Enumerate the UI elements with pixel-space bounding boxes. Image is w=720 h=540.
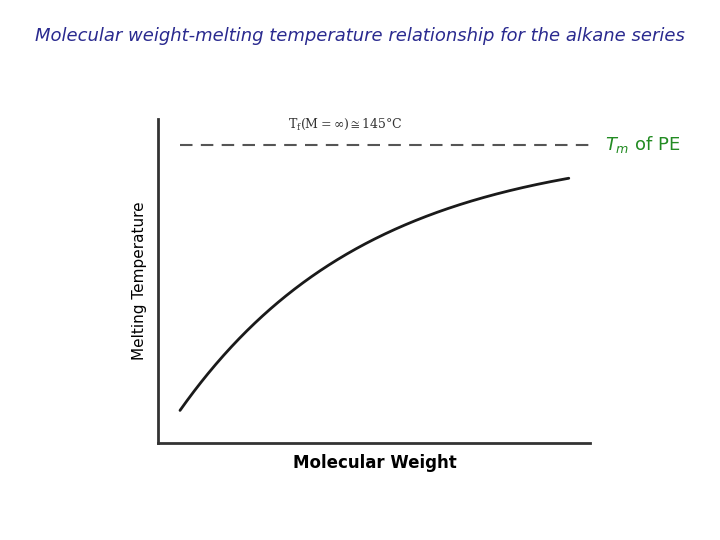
X-axis label: Molecular Weight: Molecular Weight	[292, 454, 456, 472]
Y-axis label: Melting Temperature: Melting Temperature	[132, 201, 148, 360]
Text: $T_m$ of PE: $T_m$ of PE	[605, 134, 680, 155]
Text: $\mathregular{T_f(M = \infty) \cong 145°C}$: $\mathregular{T_f(M = \infty) \cong 145°…	[288, 117, 402, 132]
Text: Molecular weight-melting temperature relationship for the alkane series: Molecular weight-melting temperature rel…	[35, 27, 685, 45]
